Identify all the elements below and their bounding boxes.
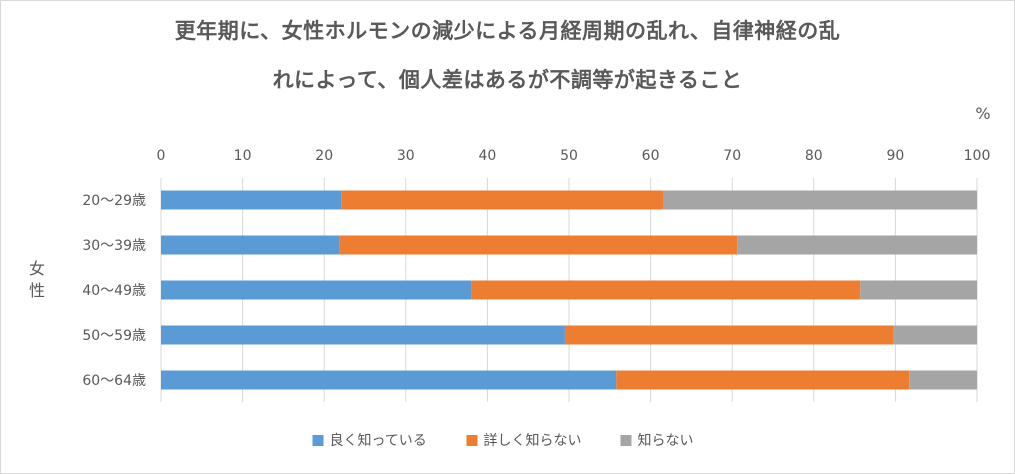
bars	[161, 190, 977, 390]
bar-segment	[161, 280, 472, 300]
chart-title-line-2: れによって、個人差はあるが不調等が起きること	[272, 68, 743, 92]
category-labels: 20～29歳 30～39歳 40～49歳 50～59歳 60～64歳	[82, 193, 146, 389]
x-tick-label: 70	[723, 148, 741, 164]
chart-title-line-1: 更年期に、女性ホルモンの減少による月経周期の乱れ、自律神経の乱	[174, 19, 841, 43]
legend-label: 知らない	[638, 432, 694, 449]
bar-segment	[161, 190, 342, 210]
bar-segment	[339, 235, 738, 255]
bar-segment	[564, 325, 894, 345]
x-tick-label: 50	[560, 148, 578, 164]
group-label-char: 性	[29, 281, 45, 300]
bar-segment	[737, 235, 977, 255]
legend-swatch	[620, 435, 632, 446]
category-label: 60～64歳	[82, 373, 146, 389]
bar-segment	[893, 325, 977, 345]
x-tick-label: 60	[642, 148, 660, 164]
bar-segment	[471, 280, 861, 300]
x-tick-label: 80	[805, 148, 823, 164]
x-tick-label: 40	[478, 148, 496, 164]
group-label-char: 女	[29, 259, 45, 278]
bar-segment	[161, 235, 340, 255]
legend: 良く知っている 詳しく知らない 知らない	[312, 432, 694, 449]
category-label: 30～39歳	[82, 238, 146, 254]
unit-label: %	[975, 104, 990, 123]
x-tick-label: 90	[886, 148, 904, 164]
bar-segment	[909, 370, 977, 390]
x-tick-label: 30	[397, 148, 415, 164]
x-tick-label: 0	[157, 148, 166, 164]
bar-segment	[616, 370, 910, 390]
bar-segment	[663, 190, 977, 210]
bar-segment	[341, 190, 664, 210]
x-tick-label: 20	[315, 148, 333, 164]
bar-segment	[161, 370, 617, 390]
bar-segment	[161, 325, 565, 345]
group-label: 女性	[29, 259, 45, 300]
x-tick-label: 10	[234, 148, 252, 164]
category-label: 40～49歳	[82, 283, 146, 299]
bar-segment	[860, 280, 977, 300]
legend-label: 詳しく知らない	[484, 432, 582, 449]
legend-label: 良く知っている	[330, 432, 427, 449]
x-axis: 0 10 20 30 40 50 60 70 80 90 100	[157, 148, 991, 164]
category-label: 20～29歳	[82, 193, 146, 209]
category-label: 50～59歳	[82, 328, 146, 344]
x-tick-label: 100	[964, 148, 991, 164]
legend-swatch	[466, 435, 478, 446]
legend-swatch	[312, 435, 324, 446]
